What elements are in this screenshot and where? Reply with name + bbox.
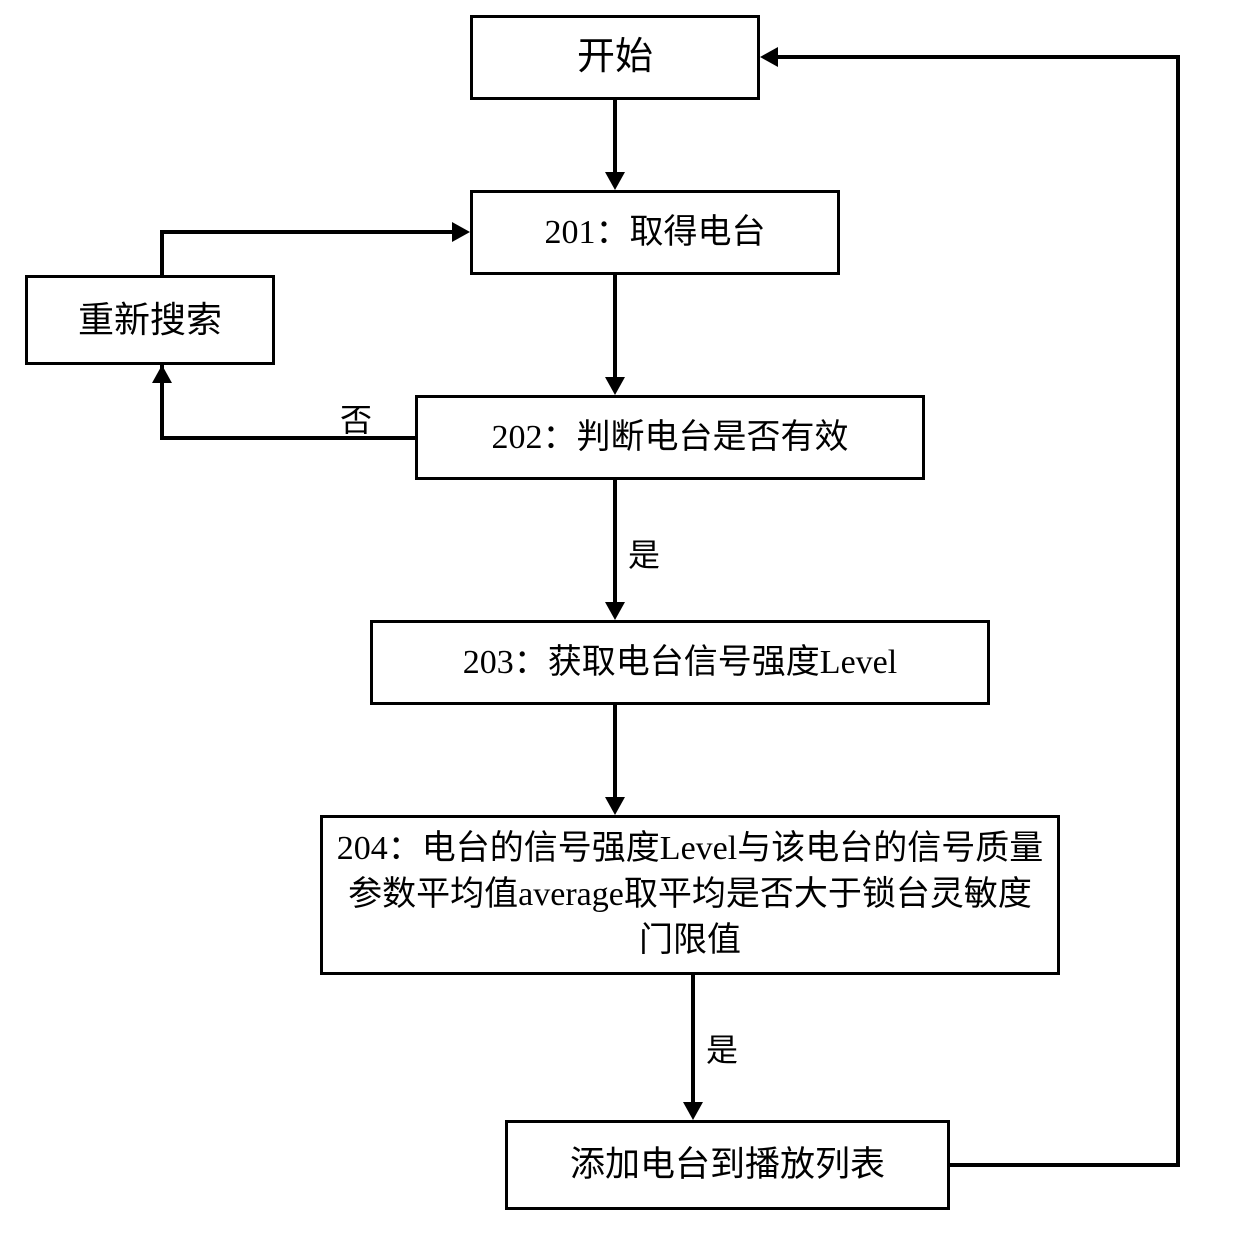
arrow-head-icon (452, 222, 470, 242)
edge-label-no-202: 否 (340, 395, 372, 441)
edge-203-204 (613, 705, 617, 800)
edge-202-203 (613, 480, 617, 605)
arrow-head-icon (605, 172, 625, 190)
flowchart-canvas: 开始 201：取得电台 重新搜索 202：判断电台是否有效 203：获取电台信号… (0, 0, 1240, 1259)
arrow-head-icon (683, 1102, 703, 1120)
node-204-label: 204：电台的信号强度Level与该电台的信号质量参数平均值average取平均… (335, 826, 1045, 964)
edge-202-research-h (160, 436, 415, 440)
edge-addlist-start-h1 (950, 1163, 1180, 1167)
node-202-label: 202：判断电台是否有效 (492, 415, 849, 461)
node-204: 204：电台的信号强度Level与该电台的信号质量参数平均值average取平均… (320, 815, 1060, 975)
edge-addlist-start-v (1176, 55, 1180, 1167)
node-research-label: 重新搜索 (78, 296, 222, 345)
node-addlist: 添加电台到播放列表 (505, 1120, 950, 1210)
edge-label-yes-202: 是 (628, 530, 660, 576)
arrow-head-icon (760, 47, 778, 67)
node-start: 开始 (470, 15, 760, 100)
arrow-head-icon (605, 602, 625, 620)
edge-204-addlist (691, 975, 695, 1105)
node-202: 202：判断电台是否有效 (415, 395, 925, 480)
node-203-label: 203：获取电台信号强度Level (463, 640, 897, 686)
edge-label-yes-204: 是 (706, 1025, 738, 1071)
node-201: 201：取得电台 (470, 190, 840, 275)
node-201-label: 201：取得电台 (545, 210, 766, 256)
node-203: 203：获取电台信号强度Level (370, 620, 990, 705)
arrow-head-icon (605, 797, 625, 815)
node-start-label: 开始 (577, 32, 653, 83)
arrow-head-icon (152, 365, 172, 383)
edge-201-202 (613, 275, 617, 380)
edge-research-201-h (275, 230, 455, 234)
edge-research-201-v (160, 230, 164, 275)
arrow-head-icon (605, 377, 625, 395)
node-research: 重新搜索 (25, 275, 275, 365)
edge-start-201 (613, 100, 617, 175)
edge-research-201-h2 (160, 230, 275, 234)
node-addlist-label: 添加电台到播放列表 (570, 1141, 885, 1188)
edge-addlist-start-h2 (778, 55, 1180, 59)
